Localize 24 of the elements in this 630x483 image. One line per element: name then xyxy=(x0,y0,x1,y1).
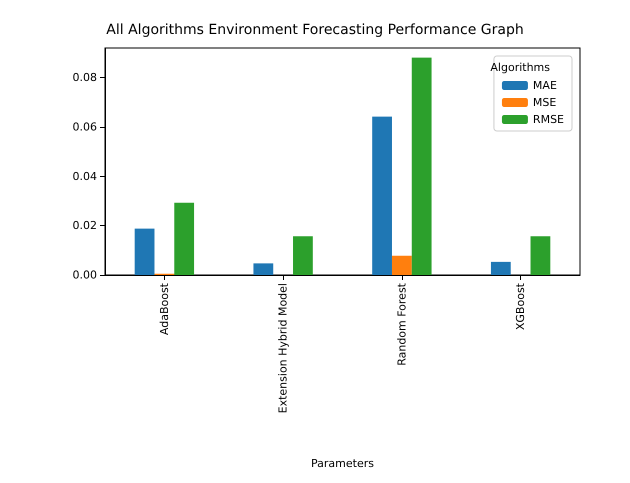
bar xyxy=(293,236,313,275)
bar xyxy=(372,116,392,275)
bar xyxy=(134,228,154,275)
bar xyxy=(530,236,550,275)
legend-title: Algorithms xyxy=(490,61,550,74)
x-tick-label: Extension Hybrid Model xyxy=(276,283,290,414)
y-tick-label: 0.04 xyxy=(72,170,97,183)
bar xyxy=(392,256,412,275)
x-tick-label: Random Forest xyxy=(395,282,408,366)
bar xyxy=(253,263,274,275)
legend-label: MAE xyxy=(532,79,557,92)
x-axis-title: Parameters xyxy=(311,457,374,470)
y-tick-label: 0.06 xyxy=(72,120,97,134)
bar xyxy=(412,58,432,275)
x-tick-label: AdaBoost xyxy=(158,282,171,336)
legend-label: MSE xyxy=(532,96,556,109)
y-tick-label: 0.08 xyxy=(72,71,97,84)
bar xyxy=(490,262,511,275)
x-tick-label: XGBoost xyxy=(514,282,528,330)
chart-title: All Algorithms Environment Forecasting Performance Graph xyxy=(106,22,524,38)
y-tick-label: 0.02 xyxy=(72,219,97,232)
legend-label: RMSE xyxy=(532,113,564,126)
y-tick-label: 0.00 xyxy=(72,268,97,282)
bar xyxy=(174,202,194,275)
